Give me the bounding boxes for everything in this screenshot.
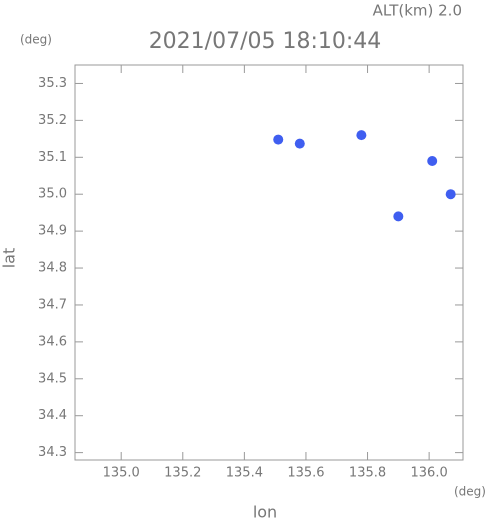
y-tick-label: 34.8 xyxy=(38,261,67,276)
y-tick-label: 35.3 xyxy=(38,76,67,91)
echo-point xyxy=(427,155,438,166)
y-tick-label: 35.1 xyxy=(38,150,67,165)
x-tick-label: 135.4 xyxy=(226,466,263,481)
x-tick-label: 135.6 xyxy=(287,466,324,481)
x-tick-label: 135.2 xyxy=(164,466,201,481)
y-axis-label: lat xyxy=(0,248,19,269)
echo-point xyxy=(356,130,367,141)
x-axis-label: lon xyxy=(253,503,277,521)
echo-point xyxy=(393,211,404,222)
y-tick-label: 34.5 xyxy=(38,371,67,386)
plot-frame xyxy=(74,64,464,461)
chart-title: 2021/07/05 18:10:44 xyxy=(149,29,382,54)
altitude-label: ALT(km) 2.0 xyxy=(373,2,462,20)
y-tick-label: 35.2 xyxy=(38,113,67,128)
x-tick-label: 135.8 xyxy=(349,466,386,481)
y-tick-label: 35.0 xyxy=(38,187,67,202)
echo-point xyxy=(445,189,456,200)
x-tick-label: 136.0 xyxy=(411,466,448,481)
echo-point xyxy=(273,134,284,145)
echo-point xyxy=(294,138,305,149)
y-tick-label: 34.9 xyxy=(38,224,67,239)
x-tick-label: 135.0 xyxy=(103,466,140,481)
y-tick-label: 34.4 xyxy=(38,408,67,423)
x-unit: (deg) xyxy=(454,485,486,499)
y-tick-label: 34.7 xyxy=(38,297,67,312)
y-tick-label: 34.6 xyxy=(38,334,67,349)
y-unit: (deg) xyxy=(20,33,52,47)
y-tick-label: 34.3 xyxy=(38,445,67,460)
